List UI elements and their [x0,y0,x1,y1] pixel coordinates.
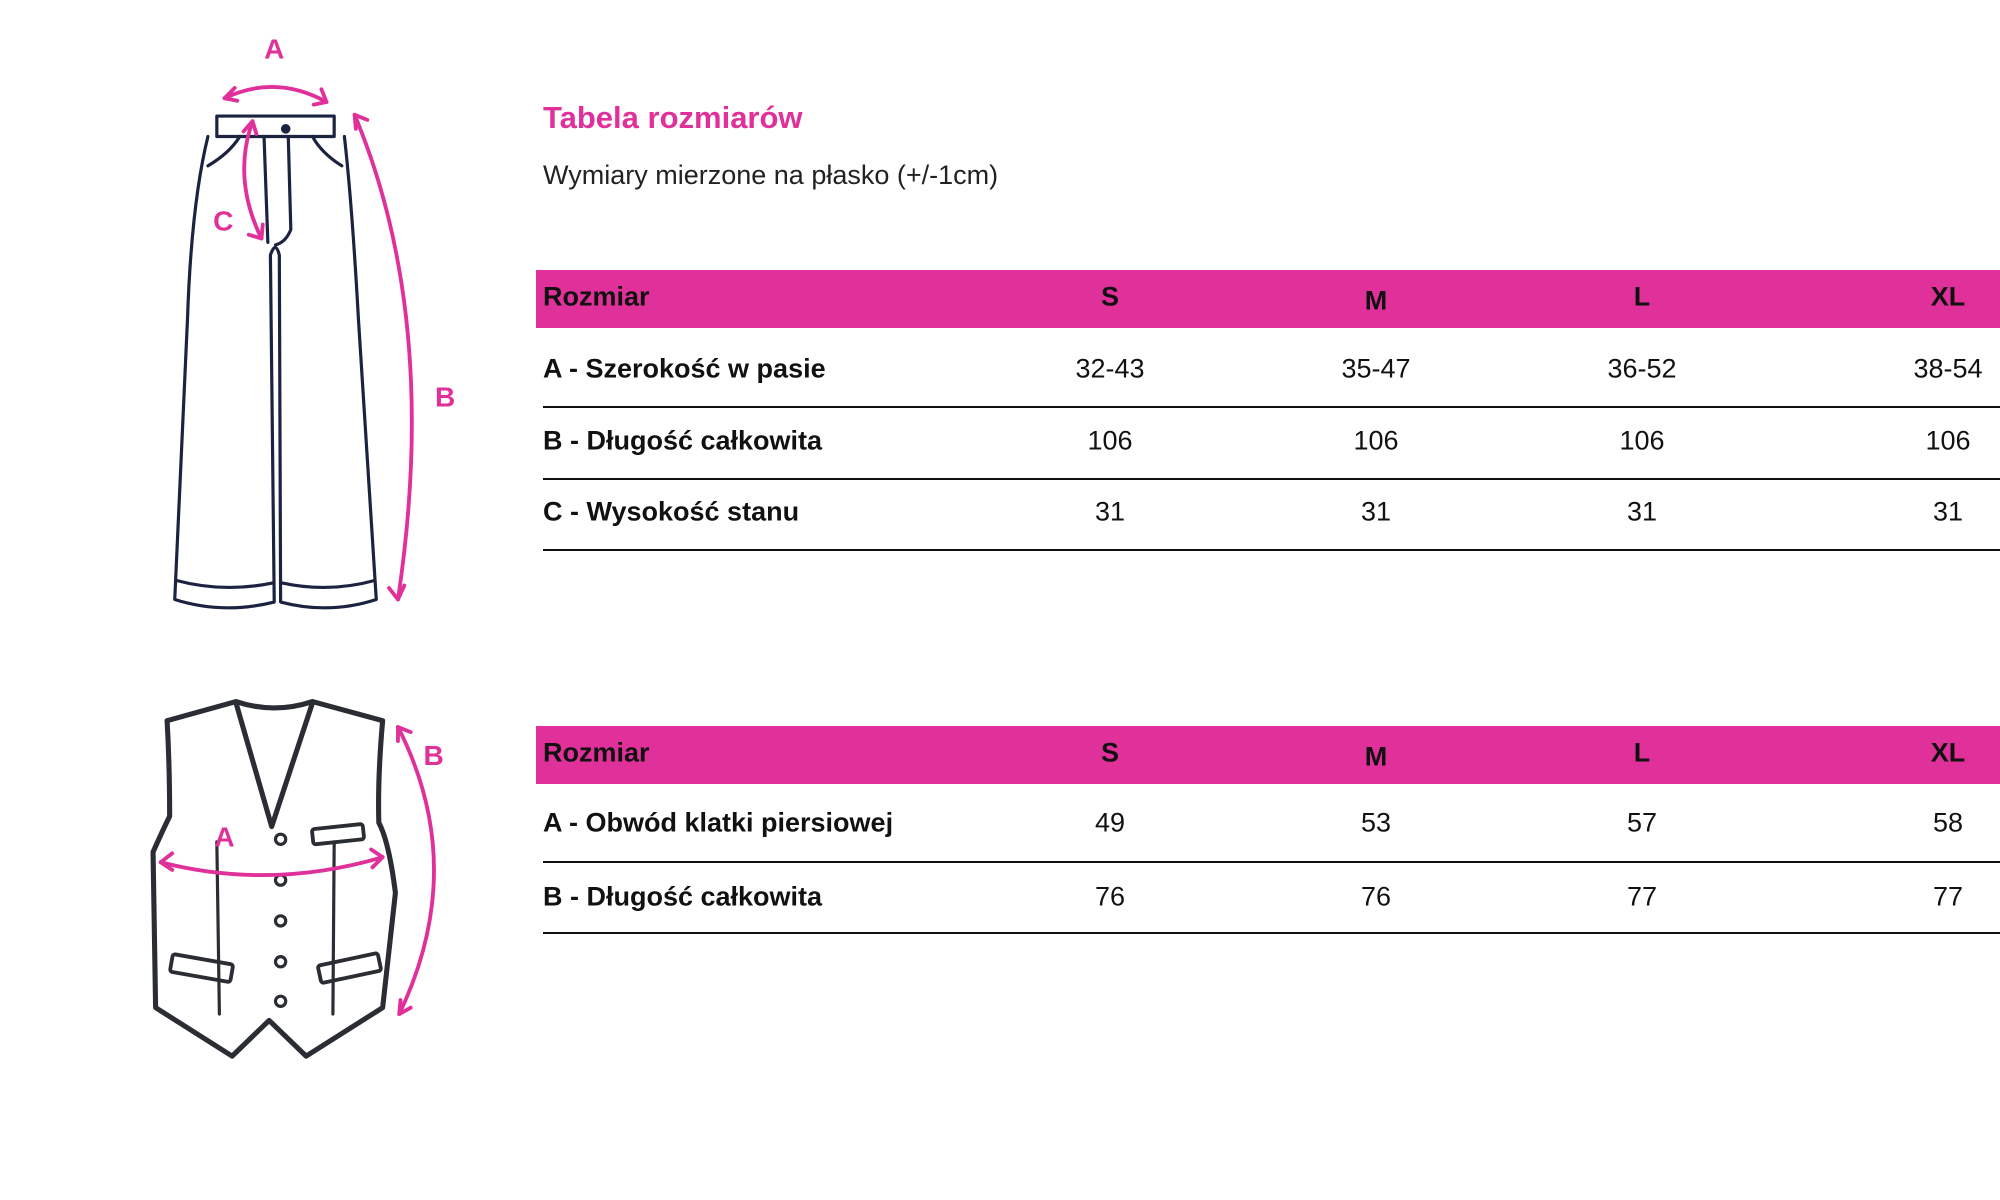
cell-value: 36-52 [1607,353,1677,384]
cell-value: 77 [1626,881,1658,912]
cell-value: 31 [1626,496,1658,527]
vest-arrows [158,725,436,1016]
row-rule [543,478,2000,480]
cell-value: 58 [1932,807,1964,838]
cell-value: 32-43 [1075,353,1145,384]
cell-value: 49 [1094,807,1126,838]
figure-label: C [213,206,233,237]
column-header: M [1364,285,1388,316]
row-rule [543,406,2000,408]
cell-value: 106 [1619,425,1665,456]
subtitle: Wymiary mierzone na płasko (+/-1cm) [543,160,999,190]
vest-drawing [150,698,398,1059]
column-header: S [1100,737,1120,768]
trousers-arrows [222,85,414,602]
cell-value: 106 [1087,425,1133,456]
column-header: XL [1930,737,1966,768]
cell-value: 53 [1360,807,1392,838]
column-header: Rozmiar [543,281,650,312]
column-header: L [1633,737,1651,768]
cell-value: 57 [1626,807,1658,838]
column-header: XL [1930,281,1966,312]
cell-value: 76 [1094,881,1126,912]
row-label: A - Szerokość w pasie [543,353,826,384]
figure-label: B [435,382,455,413]
figure-label: A [214,822,234,853]
trousers-drawing [173,114,378,610]
figure-label: A [264,33,284,64]
cell-value: 106 [1353,425,1399,456]
cell-value: 31 [1094,496,1126,527]
column-header: L [1633,281,1651,312]
cell-value: 76 [1360,881,1392,912]
row-label: A - Obwód klatki piersiowej [543,807,894,838]
figure-label: B [424,740,444,771]
header-band [536,270,2000,328]
cell-value: 106 [1925,425,1971,456]
title: Tabela rozmiarów [543,100,803,135]
row-rule [543,932,2000,934]
column-header: S [1100,281,1120,312]
row-rule [543,861,2000,863]
figures: A C B A B [150,33,455,1059]
row-label: B - Długość całkowita [543,881,823,912]
cell-value: 77 [1932,881,1964,912]
column-header: Rozmiar [543,737,650,768]
header-band [536,726,2000,784]
column-header: M [1364,741,1388,772]
row-label: C - Wysokość stanu [543,496,800,527]
cell-value: 35-47 [1341,353,1411,384]
row-label: B - Długość całkowita [543,425,823,456]
cell-value: 31 [1360,496,1392,527]
row-rule [543,549,2000,551]
cell-value: 31 [1932,496,1964,527]
cell-value: 38-54 [1913,353,1983,384]
